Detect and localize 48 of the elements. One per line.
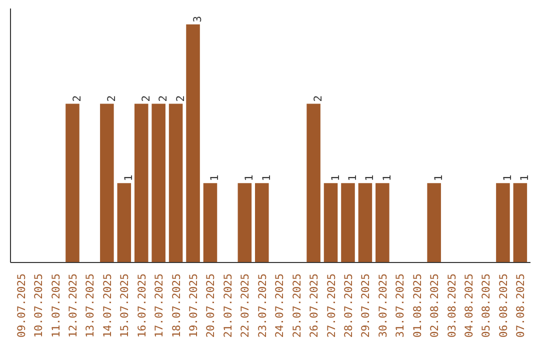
data-label: 1: [346, 174, 359, 182]
data-label: 1: [208, 174, 222, 182]
x-tick-label: 29.07.2025: [359, 274, 372, 338]
x-tick-label: 18.07.2025: [170, 274, 183, 338]
x-tick-label: 30.07.2025: [376, 274, 390, 338]
data-label: 1: [432, 174, 446, 182]
data-label: 1: [122, 174, 136, 182]
x-tick-label: 14.07.2025: [100, 274, 114, 338]
x-tick-label: 09.07.2025: [14, 274, 28, 338]
x-tick-label: 04.08.2025: [462, 274, 476, 338]
x-tick-label: 21.07.2025: [221, 274, 234, 338]
x-tick-label: 20.07.2025: [204, 274, 218, 338]
data-label: 2: [174, 95, 187, 102]
x-tick-label: 16.07.2025: [135, 274, 148, 338]
data-label: 2: [139, 95, 152, 102]
data-label: 1: [363, 174, 376, 182]
x-tick-label: 07.08.2025: [514, 274, 528, 338]
x-tick-label: 02.08.2025: [428, 274, 442, 338]
x-tick-label: 25.07.2025: [290, 274, 304, 338]
data-label: 1: [500, 174, 514, 182]
x-tick-label: 28.07.2025: [342, 274, 355, 338]
data-label: 3: [191, 16, 204, 22]
x-tick-label: 05.08.2025: [480, 274, 493, 338]
data-label: 1: [260, 174, 273, 182]
x-tick-label: 06.08.2025: [496, 274, 510, 338]
x-tick-label: 03.08.2025: [445, 274, 458, 338]
x-tick-label: 15.07.2025: [118, 274, 132, 338]
x-tick-label: 01.08.2025: [410, 274, 424, 338]
data-label: 1: [328, 174, 342, 182]
x-tick-label: 27.07.2025: [324, 274, 338, 338]
x-tick-label: 12.07.2025: [66, 274, 80, 338]
x-tick-label: 17.07.2025: [152, 274, 166, 338]
data-label: 2: [312, 95, 325, 102]
data-label: 2: [70, 95, 84, 102]
x-tick-label: 19.07.2025: [187, 274, 200, 338]
data-label: 1: [380, 174, 394, 182]
data-label: 1: [518, 174, 532, 182]
x-tick-label: 13.07.2025: [84, 274, 97, 338]
x-tick-label: 23.07.2025: [256, 274, 269, 338]
data-label: 2: [104, 95, 118, 102]
data-label: 1: [242, 174, 256, 182]
data-label: 2: [156, 95, 170, 102]
x-tick-label: 10.07.2025: [32, 274, 46, 338]
x-tick-label: 26.07.2025: [308, 274, 321, 338]
x-tick-label: 31.07.2025: [394, 274, 407, 338]
x-tick-label: 24.07.2025: [273, 274, 286, 338]
x-tick-label: 11.07.2025: [49, 274, 62, 338]
x-tick-label: 22.07.2025: [238, 274, 252, 338]
